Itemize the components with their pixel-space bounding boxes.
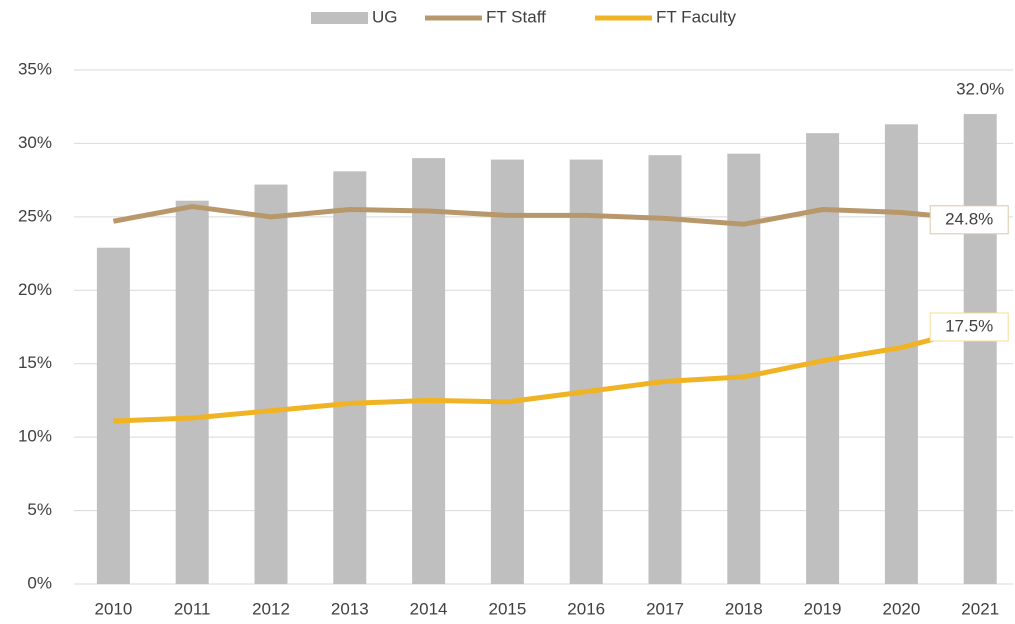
bar — [254, 184, 288, 584]
bar — [412, 158, 446, 584]
y-tick-label: 5% — [27, 500, 52, 519]
x-tick-label: 2021 — [961, 599, 999, 618]
y-tick-label: 25% — [18, 206, 52, 225]
y-tick-label: 30% — [18, 133, 52, 152]
x-tick-label: 2010 — [94, 599, 132, 618]
x-tick-label: 2017 — [646, 599, 684, 618]
legend-label: FT Faculty — [656, 7, 736, 26]
bar — [175, 200, 209, 584]
y-tick-label: 10% — [18, 427, 52, 446]
bar — [963, 114, 997, 585]
line — [113, 324, 981, 424]
x-tick-label: 2016 — [567, 599, 605, 618]
x-tick-label: 2013 — [331, 599, 369, 618]
x-tick-label: 2011 — [174, 599, 211, 618]
bar — [727, 153, 761, 585]
bar — [333, 171, 367, 584]
legend-swatch — [311, 12, 368, 24]
legend-label: FT Staff — [486, 7, 546, 26]
bar — [648, 155, 682, 585]
x-tick-label: 2019 — [804, 599, 842, 618]
y-tick-label: 20% — [18, 280, 52, 299]
bar — [490, 159, 524, 584]
x-tick-label: 2018 — [725, 599, 763, 618]
y-tick-label: 15% — [18, 353, 52, 372]
x-tick-label: 2020 — [882, 599, 920, 618]
legend-label: UG — [372, 7, 398, 26]
bar — [96, 247, 130, 584]
line — [112, 204, 981, 227]
data-label: 17.5% — [945, 316, 993, 335]
bar — [569, 159, 603, 584]
y-tick-label: 35% — [18, 59, 52, 78]
bar — [884, 124, 918, 584]
y-tick-label: 0% — [27, 573, 52, 592]
x-tick-label: 2015 — [488, 599, 526, 618]
data-label-box — [929, 205, 1009, 235]
data-label: 24.8% — [945, 209, 993, 228]
data-label-box — [929, 312, 1009, 342]
data-label: 32.0% — [956, 80, 1004, 99]
x-tick-label: 2014 — [410, 599, 448, 618]
x-tick-label: 2012 — [252, 599, 290, 618]
